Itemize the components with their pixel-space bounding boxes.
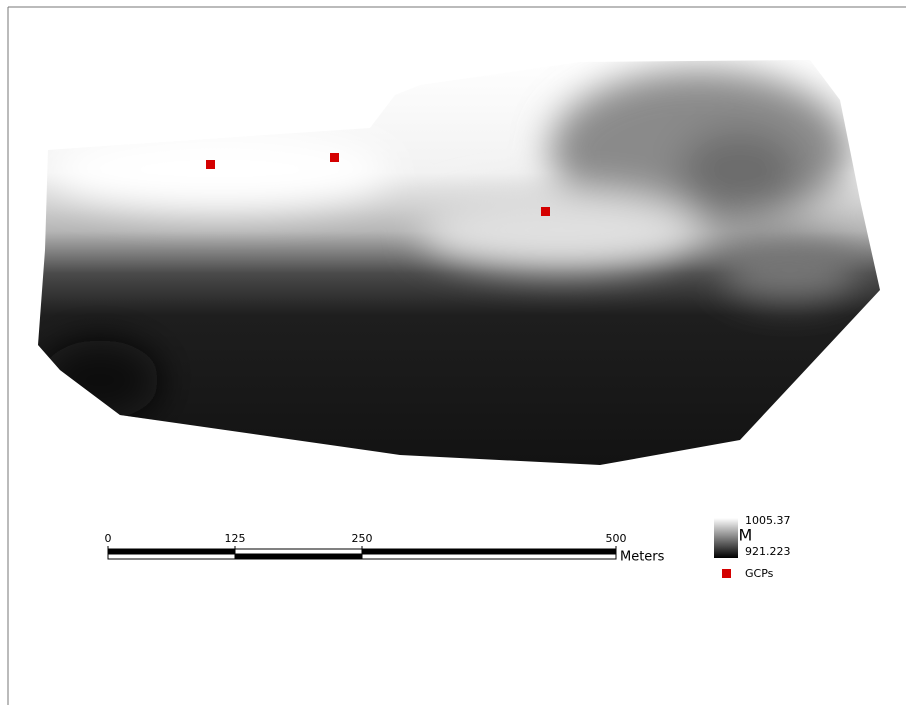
dsm-raster xyxy=(30,55,890,475)
legend-ramp xyxy=(714,518,738,558)
scale-segment xyxy=(235,554,362,559)
scale-tick-label: 0 xyxy=(105,532,112,545)
gcp-marker xyxy=(206,160,215,169)
gcp-marker xyxy=(541,207,550,216)
scale-unit: Meters xyxy=(620,550,665,565)
legend-low: 921.223 xyxy=(745,545,791,558)
scale-tick-label: 500 xyxy=(606,532,627,545)
legend-gcp-label: GCPs xyxy=(745,567,774,580)
scale-segment xyxy=(235,549,362,554)
legend-high: 1005.37 xyxy=(745,514,791,527)
legend-gcp-symbol xyxy=(722,569,731,578)
scale-tick-label: 250 xyxy=(352,532,373,545)
scale-segment xyxy=(362,549,616,554)
gcp-marker xyxy=(330,153,339,162)
scale-segment xyxy=(362,554,616,559)
scale-tick-label: 125 xyxy=(225,532,246,545)
map-page: 0125250500Meters DSM 1005.37 921.223 GCP… xyxy=(0,0,906,705)
scale-segment xyxy=(108,554,235,559)
scale-segment xyxy=(108,549,235,554)
scale-bar: 0 125 250 500 Meters xyxy=(105,532,665,565)
